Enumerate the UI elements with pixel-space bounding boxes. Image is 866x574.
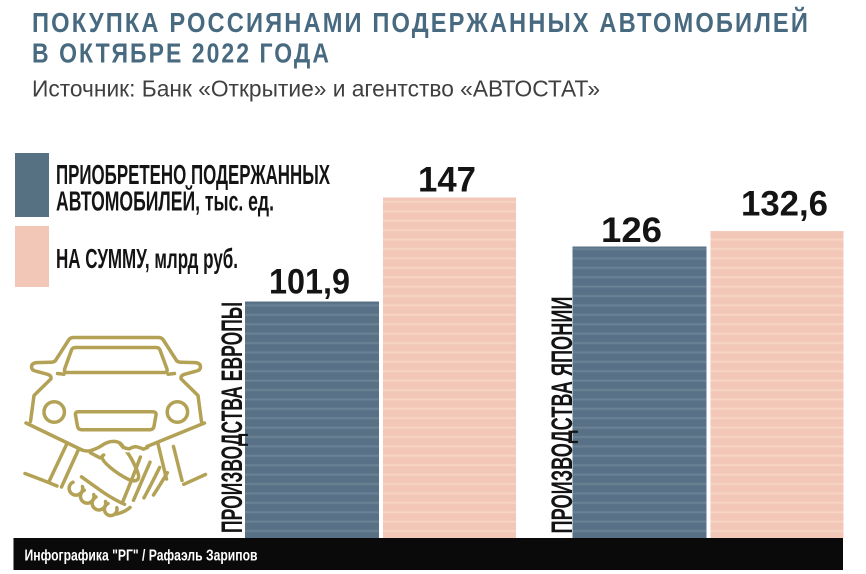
svg-text:126: 126	[601, 211, 662, 250]
svg-text:ПРОИЗВОДСТВА ЯПОНИИ: ПРОИЗВОДСТВА ЯПОНИИ	[546, 297, 579, 534]
svg-text:147: 147	[418, 160, 476, 199]
svg-text:132,6: 132,6	[741, 185, 828, 224]
svg-text:НА СУММУ, млрд руб.: НА СУММУ, млрд руб.	[56, 243, 238, 274]
svg-text:ПРИОБРЕТЕНО ПОДЕРЖАННЫХ: ПРИОБРЕТЕНО ПОДЕРЖАННЫХ	[56, 159, 330, 190]
svg-text:Инфографика "РГ" / Рафаэль Зар: Инфографика "РГ" / Рафаэль Зарипов	[25, 547, 258, 564]
svg-text:ПРОИЗВОДСТВА ЕВРОПЫ: ПРОИЗВОДСТВА ЕВРОПЫ	[216, 302, 249, 533]
svg-text:101,9: 101,9	[269, 263, 350, 302]
svg-text:ПОКУПКА РОССИЯНАМИ ПОДЕРЖАННЫХ: ПОКУПКА РОССИЯНАМИ ПОДЕРЖАННЫХ АВТОМОБИЛ…	[32, 6, 810, 38]
svg-text:АВТОМОБИЛЕЙ, тыс. ед.: АВТОМОБИЛЕЙ, тыс. ед.	[56, 186, 274, 217]
svg-text:Источник: Банк «Открытие» и аг: Источник: Банк «Открытие» и агентство «А…	[32, 75, 600, 101]
svg-text:В ОКТЯБРЕ 2022 ГОДА: В ОКТЯБРЕ 2022 ГОДА	[32, 37, 331, 68]
